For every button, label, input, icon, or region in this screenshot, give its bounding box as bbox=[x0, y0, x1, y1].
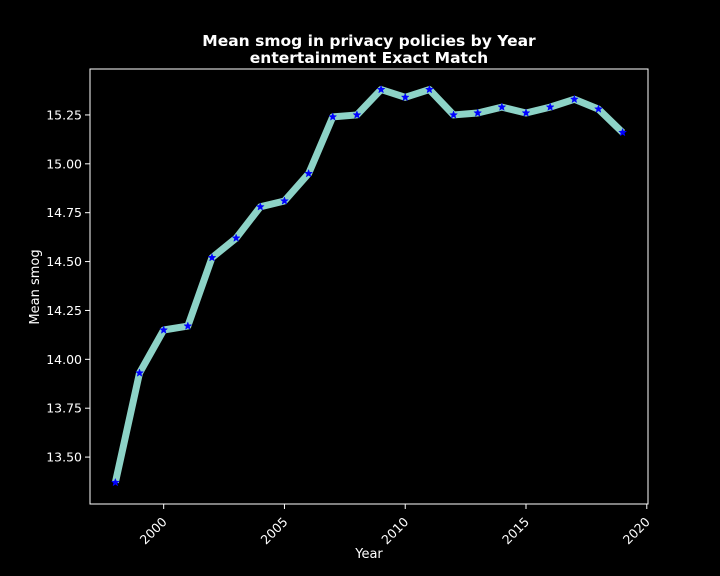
y-tick-label: 14.50 bbox=[46, 254, 82, 269]
y-tick-label: 13.50 bbox=[46, 450, 82, 465]
series-line bbox=[111, 86, 626, 484]
data-point-marker bbox=[424, 84, 434, 94]
x-tick-label: 2010 bbox=[378, 514, 411, 547]
data-point-marker bbox=[183, 321, 193, 330]
y-tick-label: 14.00 bbox=[46, 352, 82, 367]
data-point-marker bbox=[207, 252, 217, 262]
data-point-marker bbox=[618, 127, 628, 137]
data-point-marker bbox=[376, 84, 386, 94]
x-tick-label: 2015 bbox=[499, 514, 532, 547]
chart-subtitle: entertainment Exact Match bbox=[249, 49, 489, 67]
y-axis-label: Mean smog bbox=[28, 249, 43, 324]
y-tick-label: 15.00 bbox=[46, 156, 82, 171]
data-point-marker bbox=[304, 168, 314, 178]
y-tick-label: 15.25 bbox=[46, 107, 82, 122]
x-tick-label: 2005 bbox=[257, 514, 290, 547]
data-point-marker bbox=[545, 102, 555, 111]
plot-area-frame bbox=[89, 68, 649, 505]
data-point-marker bbox=[594, 104, 603, 113]
data-point-marker bbox=[328, 112, 338, 121]
data-point-marker bbox=[279, 196, 289, 205]
data-point-marker bbox=[521, 108, 531, 117]
x-axis-label: Year bbox=[354, 547, 383, 562]
data-point-marker bbox=[569, 94, 579, 104]
x-tick-label: 2000 bbox=[137, 514, 170, 547]
data-point-marker bbox=[473, 108, 483, 117]
y-tick-label: 14.25 bbox=[46, 303, 82, 318]
x-tick-label: 2020 bbox=[620, 514, 653, 547]
y-tick-label: 14.75 bbox=[46, 205, 82, 220]
data-point-marker bbox=[255, 202, 265, 211]
y-tick-label: 13.75 bbox=[46, 401, 82, 416]
chart-title: Mean smog in privacy policies by Year bbox=[202, 32, 536, 50]
data-point-marker bbox=[400, 92, 410, 102]
data-point-marker bbox=[159, 325, 169, 334]
y-axis: 13.50 13.75 14.00 14.25 14.50 14.75 15.00 15.25 bbox=[46, 107, 90, 465]
x-axis: 2000 2005 2010 2015 2020 bbox=[137, 504, 653, 547]
data-point-marker bbox=[497, 102, 507, 111]
series-layer bbox=[110, 84, 628, 487]
data-point-marker bbox=[135, 368, 144, 377]
data-point-marker bbox=[449, 110, 459, 119]
data-point-marker bbox=[110, 477, 120, 487]
data-point-marker bbox=[231, 233, 241, 242]
data-point-marker bbox=[352, 110, 362, 119]
